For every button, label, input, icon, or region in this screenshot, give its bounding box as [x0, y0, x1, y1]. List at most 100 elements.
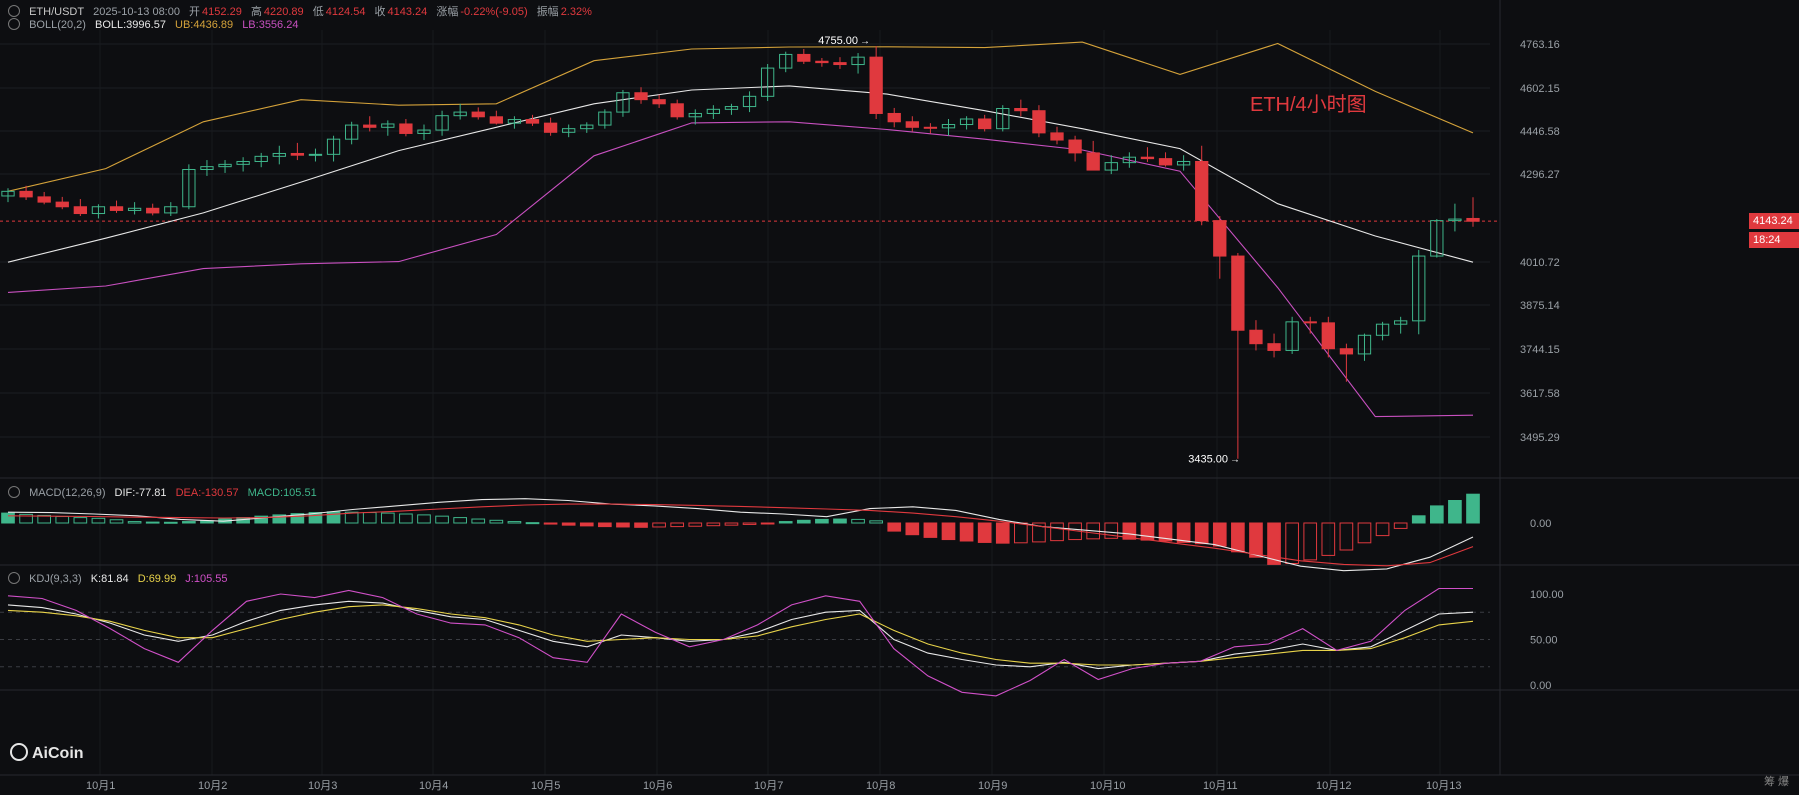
y-tick-label: 0.00: [1530, 680, 1551, 692]
candle-body: [833, 62, 847, 66]
change-label: 涨幅: [436, 6, 459, 18]
candle-body: [290, 152, 305, 156]
macd-bar: [1429, 505, 1444, 524]
open-label: 开: [189, 6, 201, 18]
x-tick-label: 10月10: [1090, 780, 1125, 792]
macd-bar: [815, 518, 829, 524]
macd-bar: [634, 522, 648, 528]
eye-icon[interactable]: [8, 5, 20, 17]
candle-body: [1050, 132, 1064, 141]
candle-body: [1140, 156, 1155, 160]
arrow-icon: →: [860, 36, 870, 47]
candle-body: [670, 103, 684, 118]
y-tick-label: 4602.15: [1520, 83, 1560, 95]
candle-body: [706, 108, 721, 114]
candle-body: [344, 124, 359, 140]
candle-body: [1375, 323, 1390, 336]
macd-bar: [796, 519, 811, 524]
candle-body: [218, 163, 232, 168]
macd-value: MACD:105.51: [247, 487, 317, 499]
macd-bar: [959, 522, 974, 542]
datetime-label: 2025-10-13 08:00: [93, 6, 180, 18]
eye-icon[interactable]: [8, 486, 20, 498]
candle-body: [1267, 343, 1281, 351]
boll-name: BOLL(20,2): [29, 19, 86, 31]
candle-body: [1357, 334, 1372, 355]
macd-bar: [489, 519, 504, 524]
macd-bar: [471, 518, 486, 524]
candle-body: [742, 95, 757, 108]
candle-body: [381, 123, 395, 128]
macd-bar: [923, 522, 938, 538]
y-tick-label: 3617.58: [1520, 388, 1560, 400]
y-tick-label: 3744.15: [1520, 344, 1560, 356]
amp-value: 2.32%: [560, 6, 592, 18]
high-value: 4220.89: [263, 6, 304, 18]
candle-body: [417, 129, 431, 134]
candles-group: [1, 46, 1480, 459]
x-tick-label: 10月11: [1203, 780, 1238, 792]
amp-label: 振幅: [536, 6, 559, 18]
x-tick-label: 10月8: [866, 780, 895, 792]
candle-body: [326, 138, 341, 155]
candle-body: [19, 190, 33, 198]
x-tick-label: 10月7: [754, 780, 783, 792]
y-tick-label: 4296.27: [1520, 169, 1560, 181]
candle-body: [1032, 110, 1046, 134]
boll-line-ub: [7, 41, 1474, 192]
eye-icon[interactable]: [8, 572, 20, 584]
symbol-label: ETH/USDT: [29, 6, 85, 18]
corner-label[interactable]: 筹 爆: [1763, 776, 1789, 788]
macd-bar: [742, 522, 757, 525]
candle-body: [851, 56, 865, 66]
macd-bar: [272, 514, 287, 524]
macd-bar: [977, 522, 992, 543]
axes-group: 4763.16 4602.15 4446.58 4296.27 4010.72 3875.…: [86, 35, 1564, 792]
macd-bar: [380, 512, 395, 524]
macd-bar: [1393, 522, 1408, 529]
boll-line-boll: [7, 85, 1474, 263]
macd-bar: [1357, 522, 1372, 544]
macd-bar: [561, 522, 576, 526]
d-value: D:69.99: [137, 573, 177, 585]
candle-body: [978, 118, 992, 130]
macd-bar: [1176, 522, 1191, 543]
x-tick-label: 10月1: [86, 780, 115, 792]
y-tick-label: 100.00: [1530, 589, 1564, 601]
eye-icon[interactable]: [8, 18, 20, 30]
macd-bar: [1122, 522, 1137, 540]
macd-bar: [1466, 493, 1480, 524]
candle-body: [1430, 220, 1444, 257]
price-tag: 4143.24: [1749, 213, 1799, 229]
low-label: 低: [312, 6, 324, 18]
macd-bar: [652, 522, 666, 528]
macd-name: MACD(12,26,9): [29, 487, 106, 499]
boll-bands: [7, 41, 1474, 418]
macd-bar: [543, 522, 558, 525]
j-line: [7, 587, 1473, 697]
candle-body: [941, 124, 956, 129]
macd-bar: [1231, 522, 1245, 553]
macd-bar: [616, 522, 630, 528]
macd-panel: [1, 493, 1480, 572]
candle-body: [598, 111, 612, 126]
candle-body: [1158, 158, 1173, 166]
candle-body: [1, 190, 15, 197]
x-tick-label: 10月3: [308, 780, 337, 792]
macd-bar: [995, 522, 1010, 544]
candle-body: [887, 112, 901, 123]
macd-bar: [182, 521, 196, 524]
y-tick-label: 3875.14: [1520, 300, 1560, 312]
macd-bar: [724, 522, 739, 526]
dea-line: [7, 503, 1474, 567]
kdj-header: KDJ(9,3,3) K:81.84 D:69.99 J:105.55: [8, 572, 233, 585]
candle-body: [1448, 218, 1462, 222]
macd-bar: [344, 511, 359, 524]
y-tick-label: 0.00: [1530, 518, 1551, 530]
macd-bar: [887, 522, 902, 532]
candle-body: [489, 116, 503, 124]
open-value: 4152.29: [202, 6, 242, 18]
candle-body: [37, 196, 51, 203]
macd-bar: [1, 512, 15, 524]
